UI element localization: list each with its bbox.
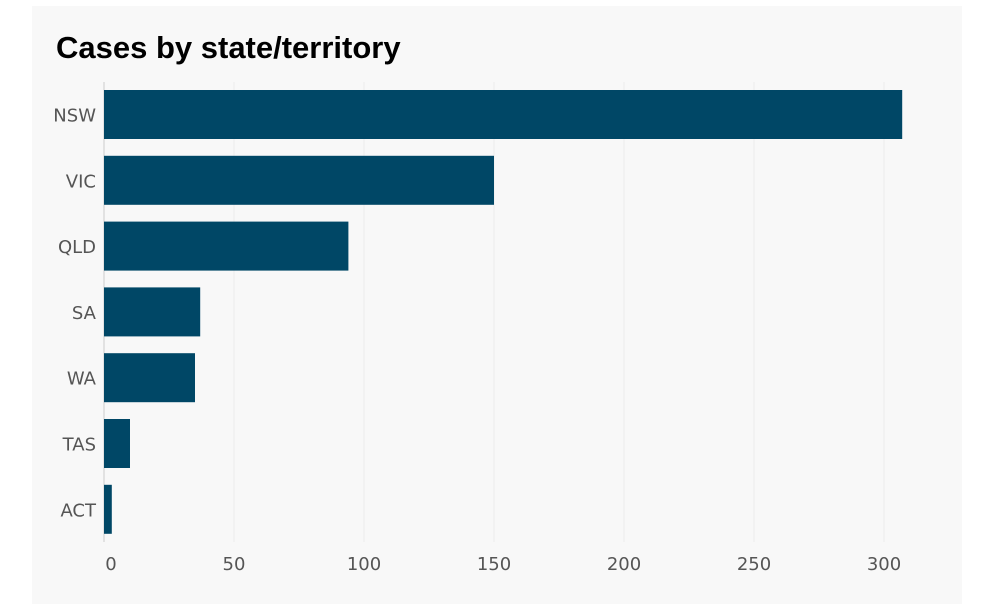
category-label-tas: TAS [62, 435, 96, 456]
category-label-vic: VIC [66, 171, 96, 192]
bar-vic [104, 155, 494, 205]
category-label-sa: SA [72, 303, 97, 324]
bar-act [104, 484, 112, 534]
x-tick-label-150: 150 [477, 554, 511, 575]
bar-sa [104, 287, 201, 337]
x-tick-label-300: 300 [867, 554, 901, 575]
x-tick-label-200: 200 [607, 554, 641, 575]
bar-wa [104, 353, 195, 403]
category-label-qld: QLD [58, 237, 96, 258]
x-tick-label-50: 50 [223, 554, 246, 575]
category-label-act: ACT [60, 500, 97, 521]
bar-qld [104, 221, 349, 271]
category-label-wa: WA [67, 369, 97, 390]
bar-nsw [104, 90, 903, 139]
category-label-nsw: NSW [53, 106, 96, 127]
bar-tas [104, 419, 130, 468]
x-tick-label-250: 250 [737, 554, 771, 575]
chart-title: Cases by state/territory [56, 30, 401, 65]
x-tick-label-100: 100 [347, 554, 381, 575]
x-tick-label-0: 0 [105, 554, 116, 575]
